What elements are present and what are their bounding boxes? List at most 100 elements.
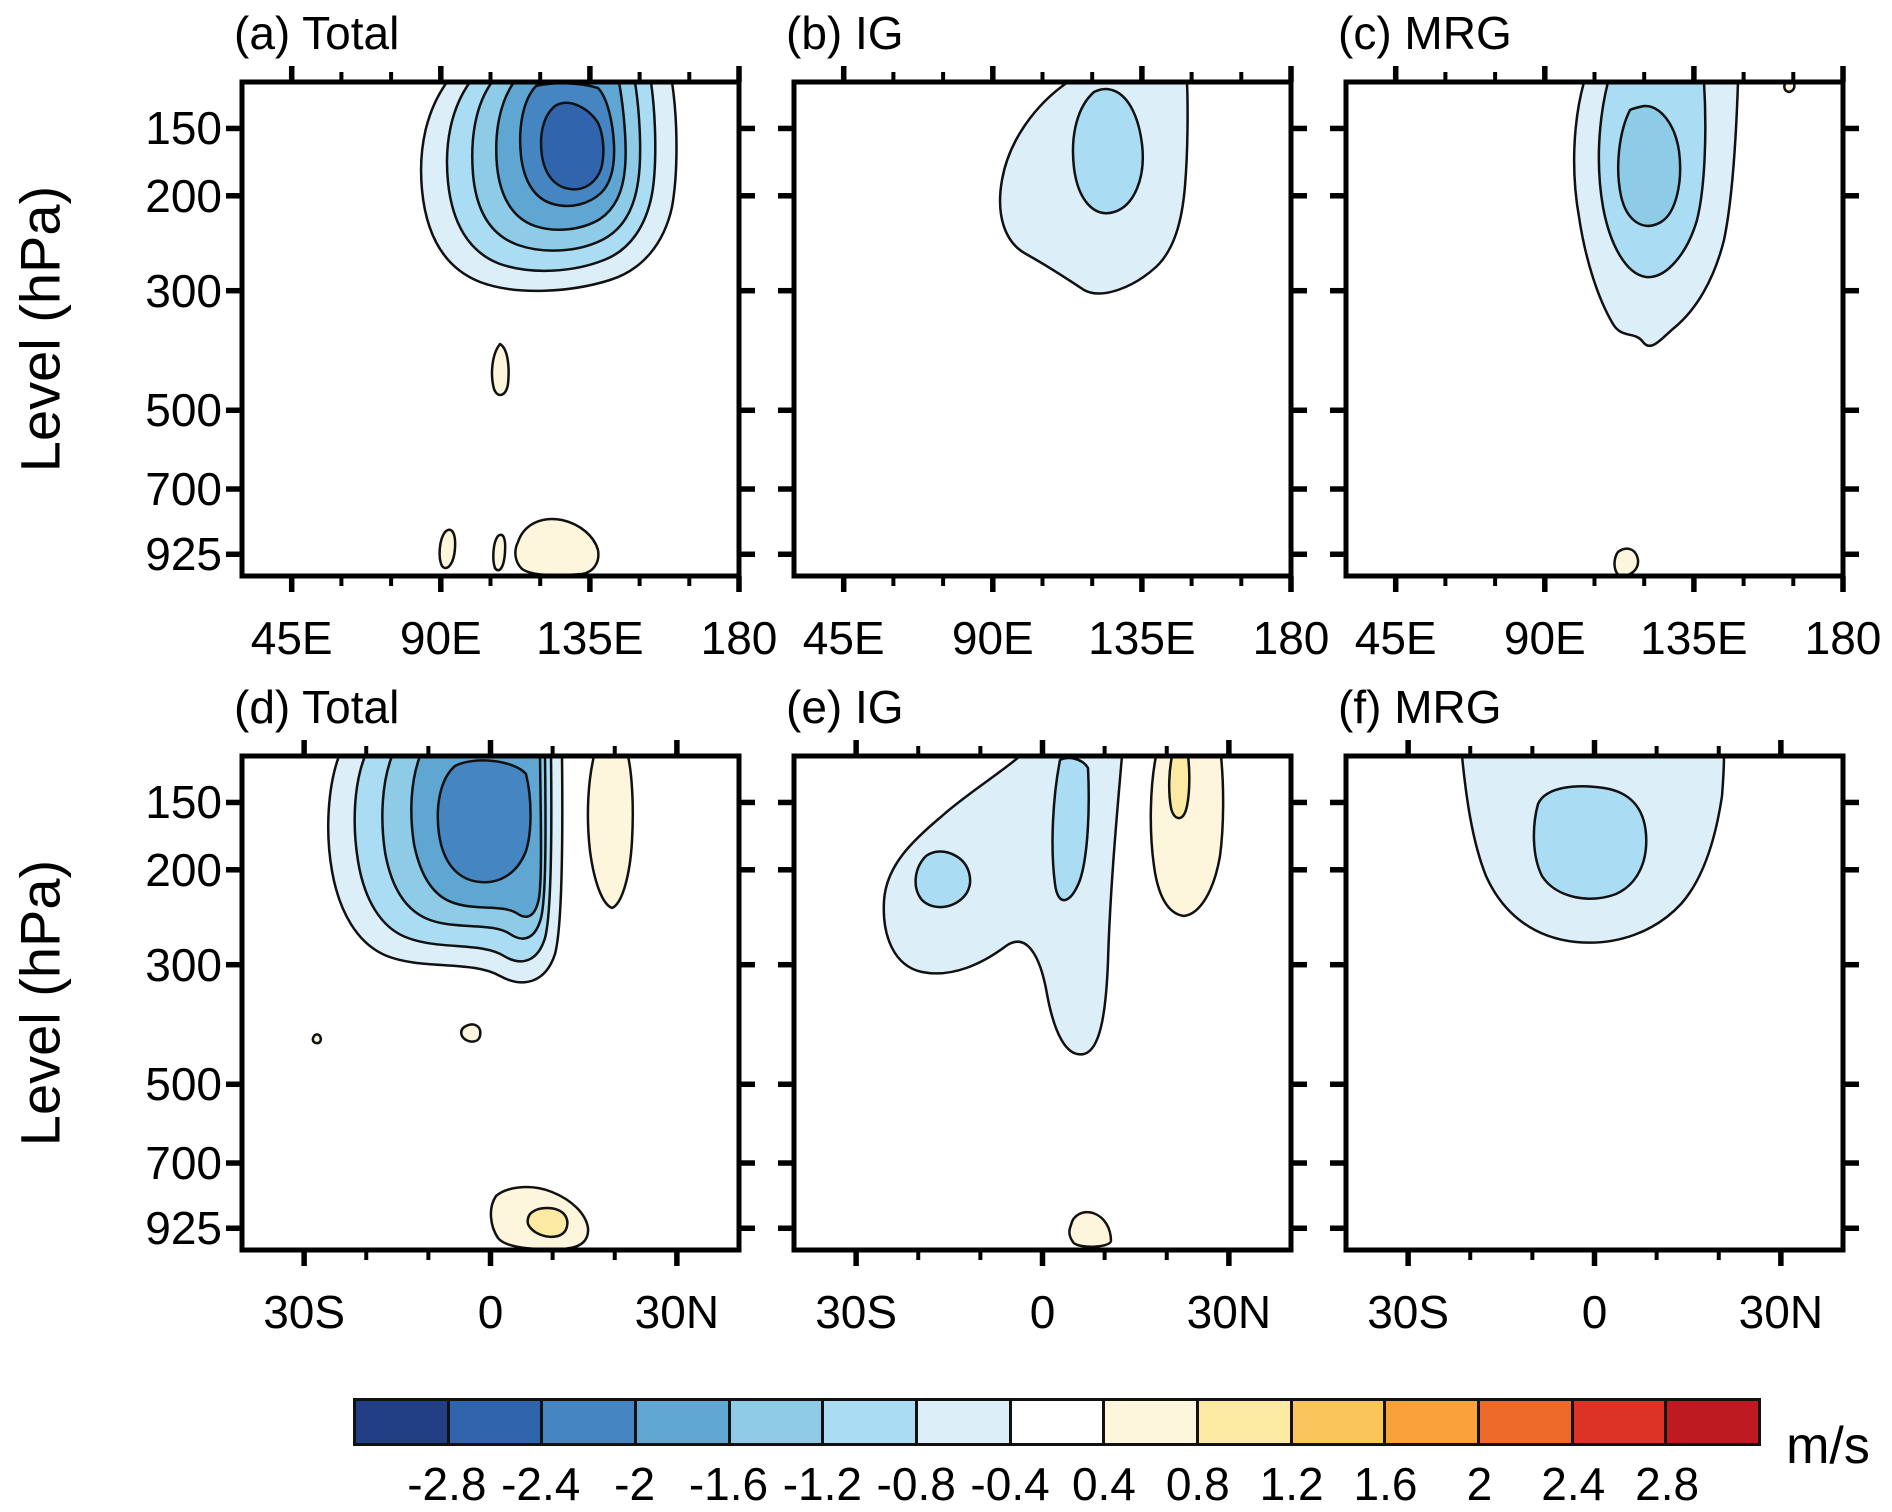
contour-region <box>1616 104 1682 227</box>
contour-region <box>492 533 507 572</box>
y-tick-label-200: 200 <box>145 169 222 222</box>
panel-title-e: (e) IG <box>786 681 904 733</box>
contour-region <box>459 1023 482 1043</box>
contour-region <box>1532 785 1648 900</box>
contour-region <box>586 756 635 910</box>
panel-title-a: (a) Total <box>234 7 400 59</box>
colorbar-boundary-label-2.4: 2.4 <box>1541 1458 1606 1510</box>
y-tick-label-925: 925 <box>145 528 222 581</box>
panel-f-plot <box>1330 740 1859 1266</box>
x-tick-label-180: 180 <box>1804 612 1882 664</box>
colorbar-cell-c13 <box>1477 1401 1571 1443</box>
contour-shapes <box>1460 756 1726 944</box>
colorbar-cell-c7 <box>915 1401 1009 1443</box>
colorbar-cell-c10 <box>1196 1401 1290 1443</box>
contour-region <box>539 101 605 191</box>
colorbar-cell-c11 <box>1289 1401 1384 1443</box>
x-tick-label-30N: 30N <box>634 1286 720 1338</box>
contour-shapes <box>998 82 1189 295</box>
x-tick-label-135E: 135E <box>536 612 644 664</box>
y-tick-label-700: 700 <box>145 1137 222 1190</box>
panel-title-f: (f) MRG <box>1338 681 1502 733</box>
colorbar-cell-c14 <box>1570 1401 1665 1443</box>
x-tick-label-0: 0 <box>1581 1286 1608 1338</box>
x-tick-label-45E: 45E <box>250 612 333 664</box>
panel-e-plot <box>778 740 1307 1266</box>
panel-title-b: (b) IG <box>786 7 904 59</box>
panel-b-plot <box>778 66 1307 592</box>
contour-shapes <box>882 756 1225 1248</box>
contour-region <box>1071 87 1144 215</box>
x-tick-label-135E: 135E <box>1640 612 1748 664</box>
colorbar-cell-c6 <box>821 1401 916 1443</box>
y-tick-label-150: 150 <box>145 776 222 829</box>
colorbar-cell-c3 <box>540 1401 635 1443</box>
y-tick-label-500: 500 <box>145 1058 222 1111</box>
contour-region <box>1167 756 1191 820</box>
contour-region <box>1068 1210 1113 1248</box>
x-tick-label-0: 0 <box>1029 1286 1056 1338</box>
y-axis-title-top-row: Level (hPa) <box>8 185 72 473</box>
contour-region <box>526 1206 569 1238</box>
contour-shapes <box>311 756 635 1250</box>
colorbar-boundary-label--2: -2 <box>614 1458 656 1510</box>
x-tick-label-0: 0 <box>477 1286 504 1338</box>
colorbar-cell-c4 <box>634 1401 728 1443</box>
y-tick-label-200: 200 <box>145 843 222 896</box>
x-tick-label-30N: 30N <box>1186 1286 1272 1338</box>
x-tick-label-30N: 30N <box>1738 1286 1824 1338</box>
colorbar-cell-c5 <box>727 1401 822 1443</box>
x-tick-label-90E: 90E <box>1503 612 1586 664</box>
contour-region <box>914 850 972 909</box>
colorbar-cell-c9 <box>1102 1401 1197 1443</box>
x-tick-label-135E: 135E <box>1088 612 1196 664</box>
panel-title-d: (d) Total <box>234 681 400 733</box>
y-tick-label-300: 300 <box>145 938 222 991</box>
colorbar-boundary-label-1.2: 1.2 <box>1259 1458 1324 1510</box>
x-tick-label-45E: 45E <box>1354 612 1437 664</box>
contour-region <box>436 759 532 884</box>
contour-region <box>438 528 457 570</box>
x-tick-label-45E: 45E <box>802 612 885 664</box>
x-tick-label-90E: 90E <box>399 612 482 664</box>
contour-region <box>311 1033 323 1045</box>
contour-region <box>1051 756 1090 902</box>
contour-region <box>514 517 600 576</box>
colorbar-boundary-label--1.6: -1.6 <box>688 1458 769 1510</box>
y-tick-label-300: 300 <box>145 264 222 317</box>
x-tick-label-30S: 30S <box>263 1286 346 1338</box>
contour-region <box>1613 547 1640 576</box>
colorbar-boundary-label-0.8: 0.8 <box>1165 1458 1230 1510</box>
colorbar-cell-c12 <box>1383 1401 1478 1443</box>
panel-title-c: (c) MRG <box>1338 7 1512 59</box>
x-tick-label-90E: 90E <box>951 612 1034 664</box>
x-tick-label-30S: 30S <box>815 1286 898 1338</box>
colorbar-boundary-label--0.4: -0.4 <box>970 1458 1050 1510</box>
contour-shapes <box>1572 82 1796 576</box>
y-tick-label-500: 500 <box>145 384 222 437</box>
x-tick-label-30S: 30S <box>1367 1286 1450 1338</box>
colorbar-cell-c8 <box>1008 1401 1103 1443</box>
colorbar-boundary-label--1.2: -1.2 <box>782 1458 862 1510</box>
contour-shapes <box>419 82 678 576</box>
colorbar-boundary-label-2.8: 2.8 <box>1635 1458 1700 1510</box>
colorbar-cell-c1 <box>356 1401 447 1443</box>
x-tick-label-180: 180 <box>1252 612 1330 664</box>
colorbar-cell-c2 <box>446 1401 541 1443</box>
x-tick-label-180: 180 <box>700 612 778 664</box>
y-tick-label-925: 925 <box>145 1202 222 1255</box>
panel-d-plot <box>226 740 755 1266</box>
colorbar-cell-c15 <box>1664 1401 1759 1443</box>
y-tick-label-700: 700 <box>145 463 222 516</box>
colorbar-boundary-label-2: 2 <box>1466 1458 1493 1510</box>
colorbar-boundary-label-1.6: 1.6 <box>1353 1458 1418 1510</box>
colorbar-units-label: m/s <box>1786 1417 1870 1475</box>
panel-a-plot <box>226 66 755 592</box>
colorbar-boundary-label--2.4: -2.4 <box>501 1458 581 1510</box>
colorbar <box>353 1398 1761 1446</box>
colorbar-boundary-label--0.8: -0.8 <box>876 1458 956 1510</box>
colorbar-boundary-label--2.8: -2.8 <box>407 1458 487 1510</box>
panel-c-plot <box>1330 66 1859 592</box>
colorbar-boundary-label-0.4: 0.4 <box>1071 1458 1136 1510</box>
